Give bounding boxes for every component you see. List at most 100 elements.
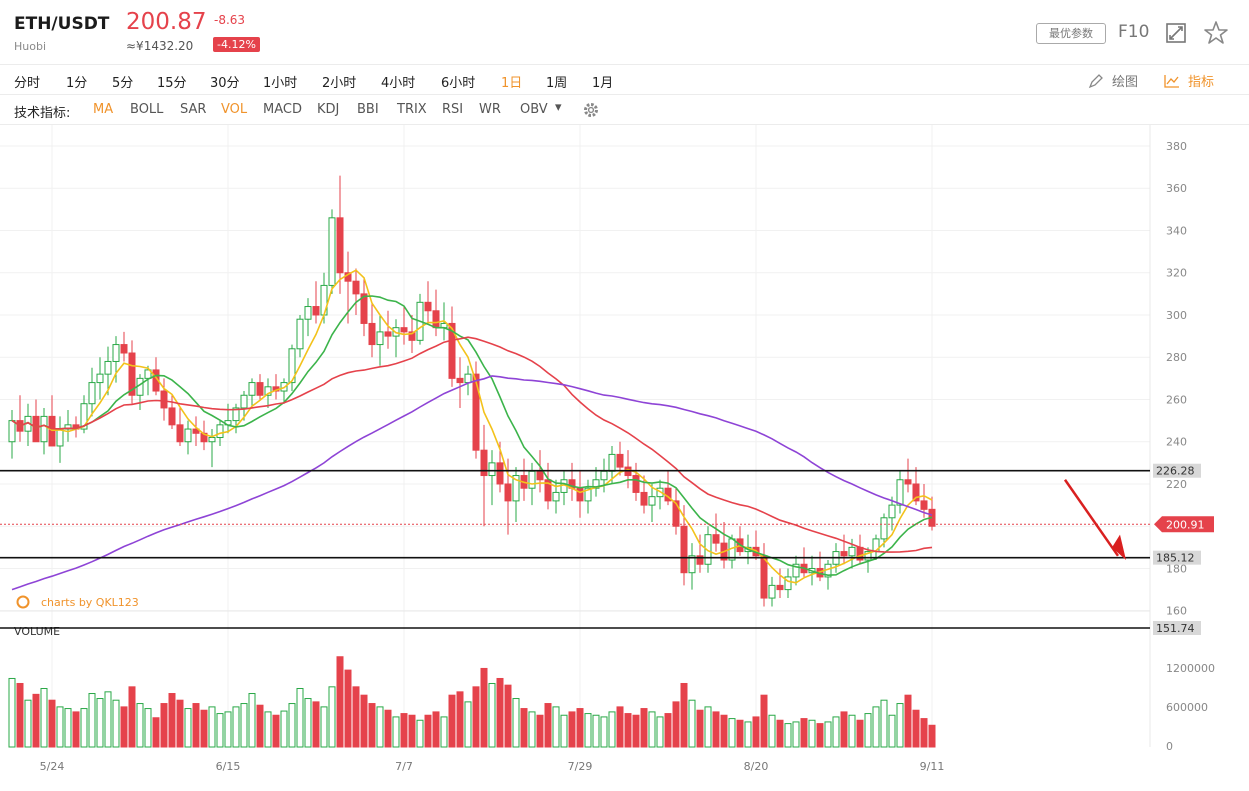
volume-bar [112,699,120,748]
indicator-wr[interactable]: WR [479,102,501,117]
volume-bar [56,706,64,748]
indicator-kdj[interactable]: KDJ [317,102,340,117]
volume-bar [928,724,936,748]
candle-body [600,470,608,481]
best-params-button[interactable]: 最优参数 [1036,23,1106,44]
volume-bar [120,706,128,748]
tab-timeframe-10[interactable]: 1周 [546,76,568,91]
date-tick-label: 6/15 [216,760,241,773]
tab-timeframe-11[interactable]: 1月 [592,76,614,91]
candle-body [104,360,112,375]
volume-bar [128,686,136,748]
candle-body [888,504,896,519]
candle-body [208,437,216,443]
candle-body [464,373,472,384]
tab-timeframe-0[interactable]: 分时 [14,76,41,91]
indicator-tool-label: 指标 [1188,75,1215,90]
candle-body [696,555,704,565]
volume-title: VOLUME [14,625,60,638]
ma-line-ma5 [11,269,933,584]
candle-body [112,344,120,362]
candle-body [336,217,344,274]
candle-body [616,453,624,468]
cny-price: ≈¥1432.20 [126,39,194,53]
indicator-obv[interactable]: OBV [520,102,548,117]
volume-bar [40,688,48,748]
candle-body [424,301,432,312]
volume-tick-label: 600000 [1166,701,1208,714]
volume-bar [824,721,832,748]
candle-body [584,487,592,502]
candle-body [312,306,320,316]
volume-bar [240,703,248,748]
volume-bar [760,694,768,748]
candle-body [432,310,440,329]
tab-timeframe-1[interactable]: 1分 [66,76,88,91]
candle-body [96,373,104,384]
candle-body [184,428,192,443]
indicator-tool-button[interactable]: 指标 [1164,71,1214,90]
volume-bar [208,706,216,748]
tab-timeframe-7[interactable]: 4小时 [381,76,416,91]
tab-timeframe-6[interactable]: 2小时 [322,76,357,91]
price-tick-label: 380 [1166,140,1187,153]
volume-bar [104,691,112,748]
header: ETH/USDT Huobi 200.87 ≈¥1432.20 -8.63 -4… [0,0,1249,65]
tab-timeframe-2[interactable]: 5分 [112,76,134,91]
tab-timeframe-5[interactable]: 1小时 [263,76,298,91]
expand-icon[interactable] [1164,21,1188,45]
volume-bar [712,711,720,748]
indicator-boll[interactable]: BOLL [130,102,164,117]
star-icon[interactable] [1203,20,1229,46]
candle-body [328,217,336,286]
indicator-ma[interactable]: MA [93,102,114,117]
volume-bar [184,708,192,748]
tab-timeframe-8[interactable]: 6小时 [441,76,476,91]
volume-bar [496,677,504,748]
volume-bar [816,723,824,748]
draw-tool-button[interactable]: 绘图 [1088,71,1138,90]
indicator-sar[interactable]: SAR [180,102,207,117]
candle-body [512,475,520,502]
date-tick-label: 7/29 [568,760,593,773]
ma-line-ma10 [11,295,933,577]
volume-bar [880,699,888,748]
volume-bar [560,714,568,748]
volume-bar [272,714,280,748]
volume-bar [344,669,352,748]
volume-bar [424,714,432,748]
candle-body [848,546,856,557]
exchange-name: Huobi [14,40,47,53]
candle-body [712,534,720,544]
volume-bar [368,703,376,748]
ma-line-ma60 [11,375,933,591]
candle-body [88,382,96,405]
candle-body [384,331,392,337]
volume-bar [312,701,320,748]
indicator-vol[interactable]: VOL [221,102,248,117]
tab-timeframe-9[interactable]: 1日 [501,76,523,91]
price-tick-label: 320 [1166,267,1187,280]
indicator-trix[interactable]: TRIX [397,102,427,117]
volume-bar [856,719,864,748]
volume-bar [288,703,296,748]
volume-bar [744,721,752,748]
chevron-down-icon[interactable]: ▾ [555,100,562,115]
volume-bar [304,698,312,748]
indicator-rsi[interactable]: RSI [442,102,464,117]
candle-body [904,479,912,485]
indicator-bbi[interactable]: BBI [357,102,379,117]
pair-name: ETH/USDT [14,14,110,34]
candle-body [632,475,640,493]
level-label: 151.74 [1156,622,1195,635]
candlestick-chart[interactable]: 3803603403203002802602402202001801605/24… [0,125,1249,791]
gear-icon[interactable] [582,101,600,119]
indicator-macd[interactable]: MACD [263,102,302,117]
price-tick-label: 240 [1166,436,1187,449]
volume-bar [680,682,688,748]
tab-timeframe-3[interactable]: 15分 [157,76,187,91]
volume-bar [192,703,200,748]
candle-body [448,322,456,379]
tab-timeframe-4[interactable]: 30分 [210,76,240,91]
f10-button[interactable]: F10 [1118,22,1150,42]
